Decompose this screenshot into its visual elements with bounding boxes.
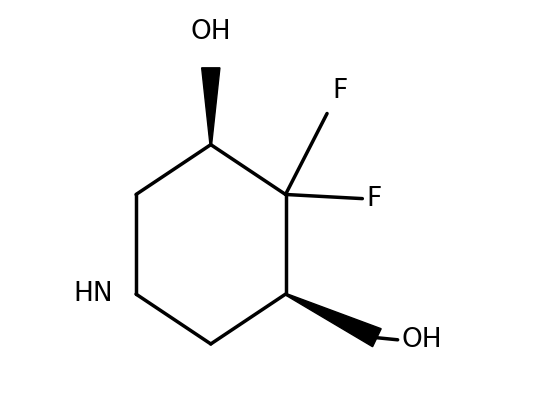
Text: OH: OH xyxy=(402,327,442,353)
Polygon shape xyxy=(285,293,381,347)
Text: F: F xyxy=(332,78,348,104)
Polygon shape xyxy=(202,68,220,145)
Text: HN: HN xyxy=(74,281,113,307)
Text: F: F xyxy=(366,186,382,212)
Text: OH: OH xyxy=(190,19,231,45)
